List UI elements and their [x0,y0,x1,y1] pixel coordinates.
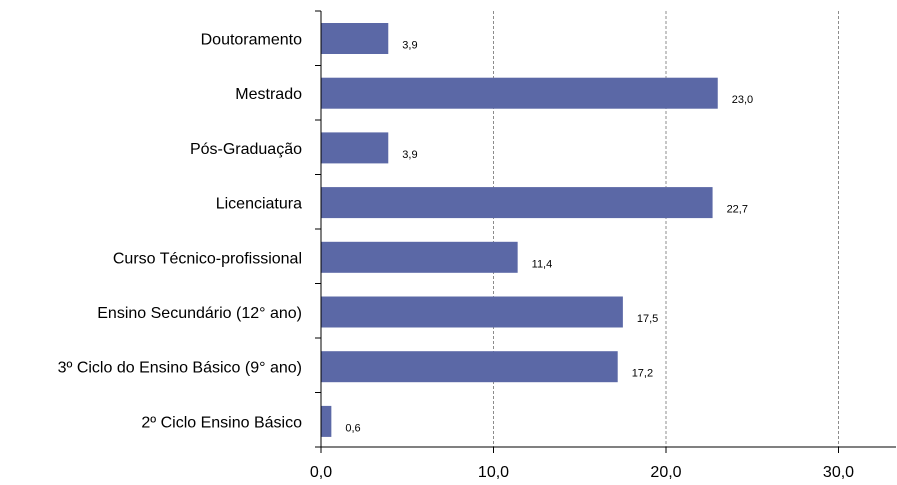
category-label-2: Pós-Graduação [190,141,302,158]
bar-2 [321,132,389,164]
data-label-2: 3,9 [402,149,417,161]
bar-4 [321,241,518,273]
bar-5 [321,296,623,328]
data-label-5: 17,5 [637,313,658,325]
axes [315,10,896,453]
x-tick-label-3: 30,0 [823,464,854,481]
category-label-1: Mestrado [235,86,302,103]
bars [321,23,718,437]
data-label-4: 11,4 [532,258,553,270]
category-label-3: Licenciatura [216,196,302,213]
category-label-0: Doutoramento [201,32,302,49]
category-label-5: Ensino Secundário (12° ano) [97,305,302,322]
category-label-4: Curso Técnico-profissional [113,250,302,267]
bar-7 [321,405,332,437]
labels: Doutoramento 3,9 Mestrado 23,0 Pós-Graduação… [58,32,855,482]
bar-0 [321,23,389,54]
data-label-1: 23,0 [732,94,753,106]
bar-3 [321,187,713,219]
data-label-3: 22,7 [727,204,748,216]
x-tick-label-2: 20,0 [650,464,681,481]
category-label-7: 2º Ciclo Ensino Básico [141,414,302,431]
bar-1 [321,77,718,109]
category-label-6: 3º Ciclo do Ensino Básico (9° ano) [58,360,302,377]
x-tick-label-0: 0,0 [310,464,332,481]
x-tick-label-1: 10,0 [478,464,509,481]
data-label-0: 3,9 [402,40,417,52]
data-label-7: 0,6 [345,422,360,434]
data-label-6: 17,2 [632,368,653,380]
bar-6 [321,351,618,383]
